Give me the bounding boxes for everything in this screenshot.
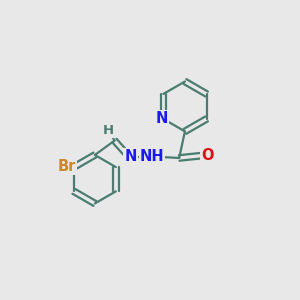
Text: NH: NH xyxy=(140,149,164,164)
Text: N: N xyxy=(155,111,168,126)
Text: O: O xyxy=(201,148,214,163)
Text: N: N xyxy=(124,149,137,164)
Text: Br: Br xyxy=(57,159,76,174)
Text: H: H xyxy=(103,124,114,137)
